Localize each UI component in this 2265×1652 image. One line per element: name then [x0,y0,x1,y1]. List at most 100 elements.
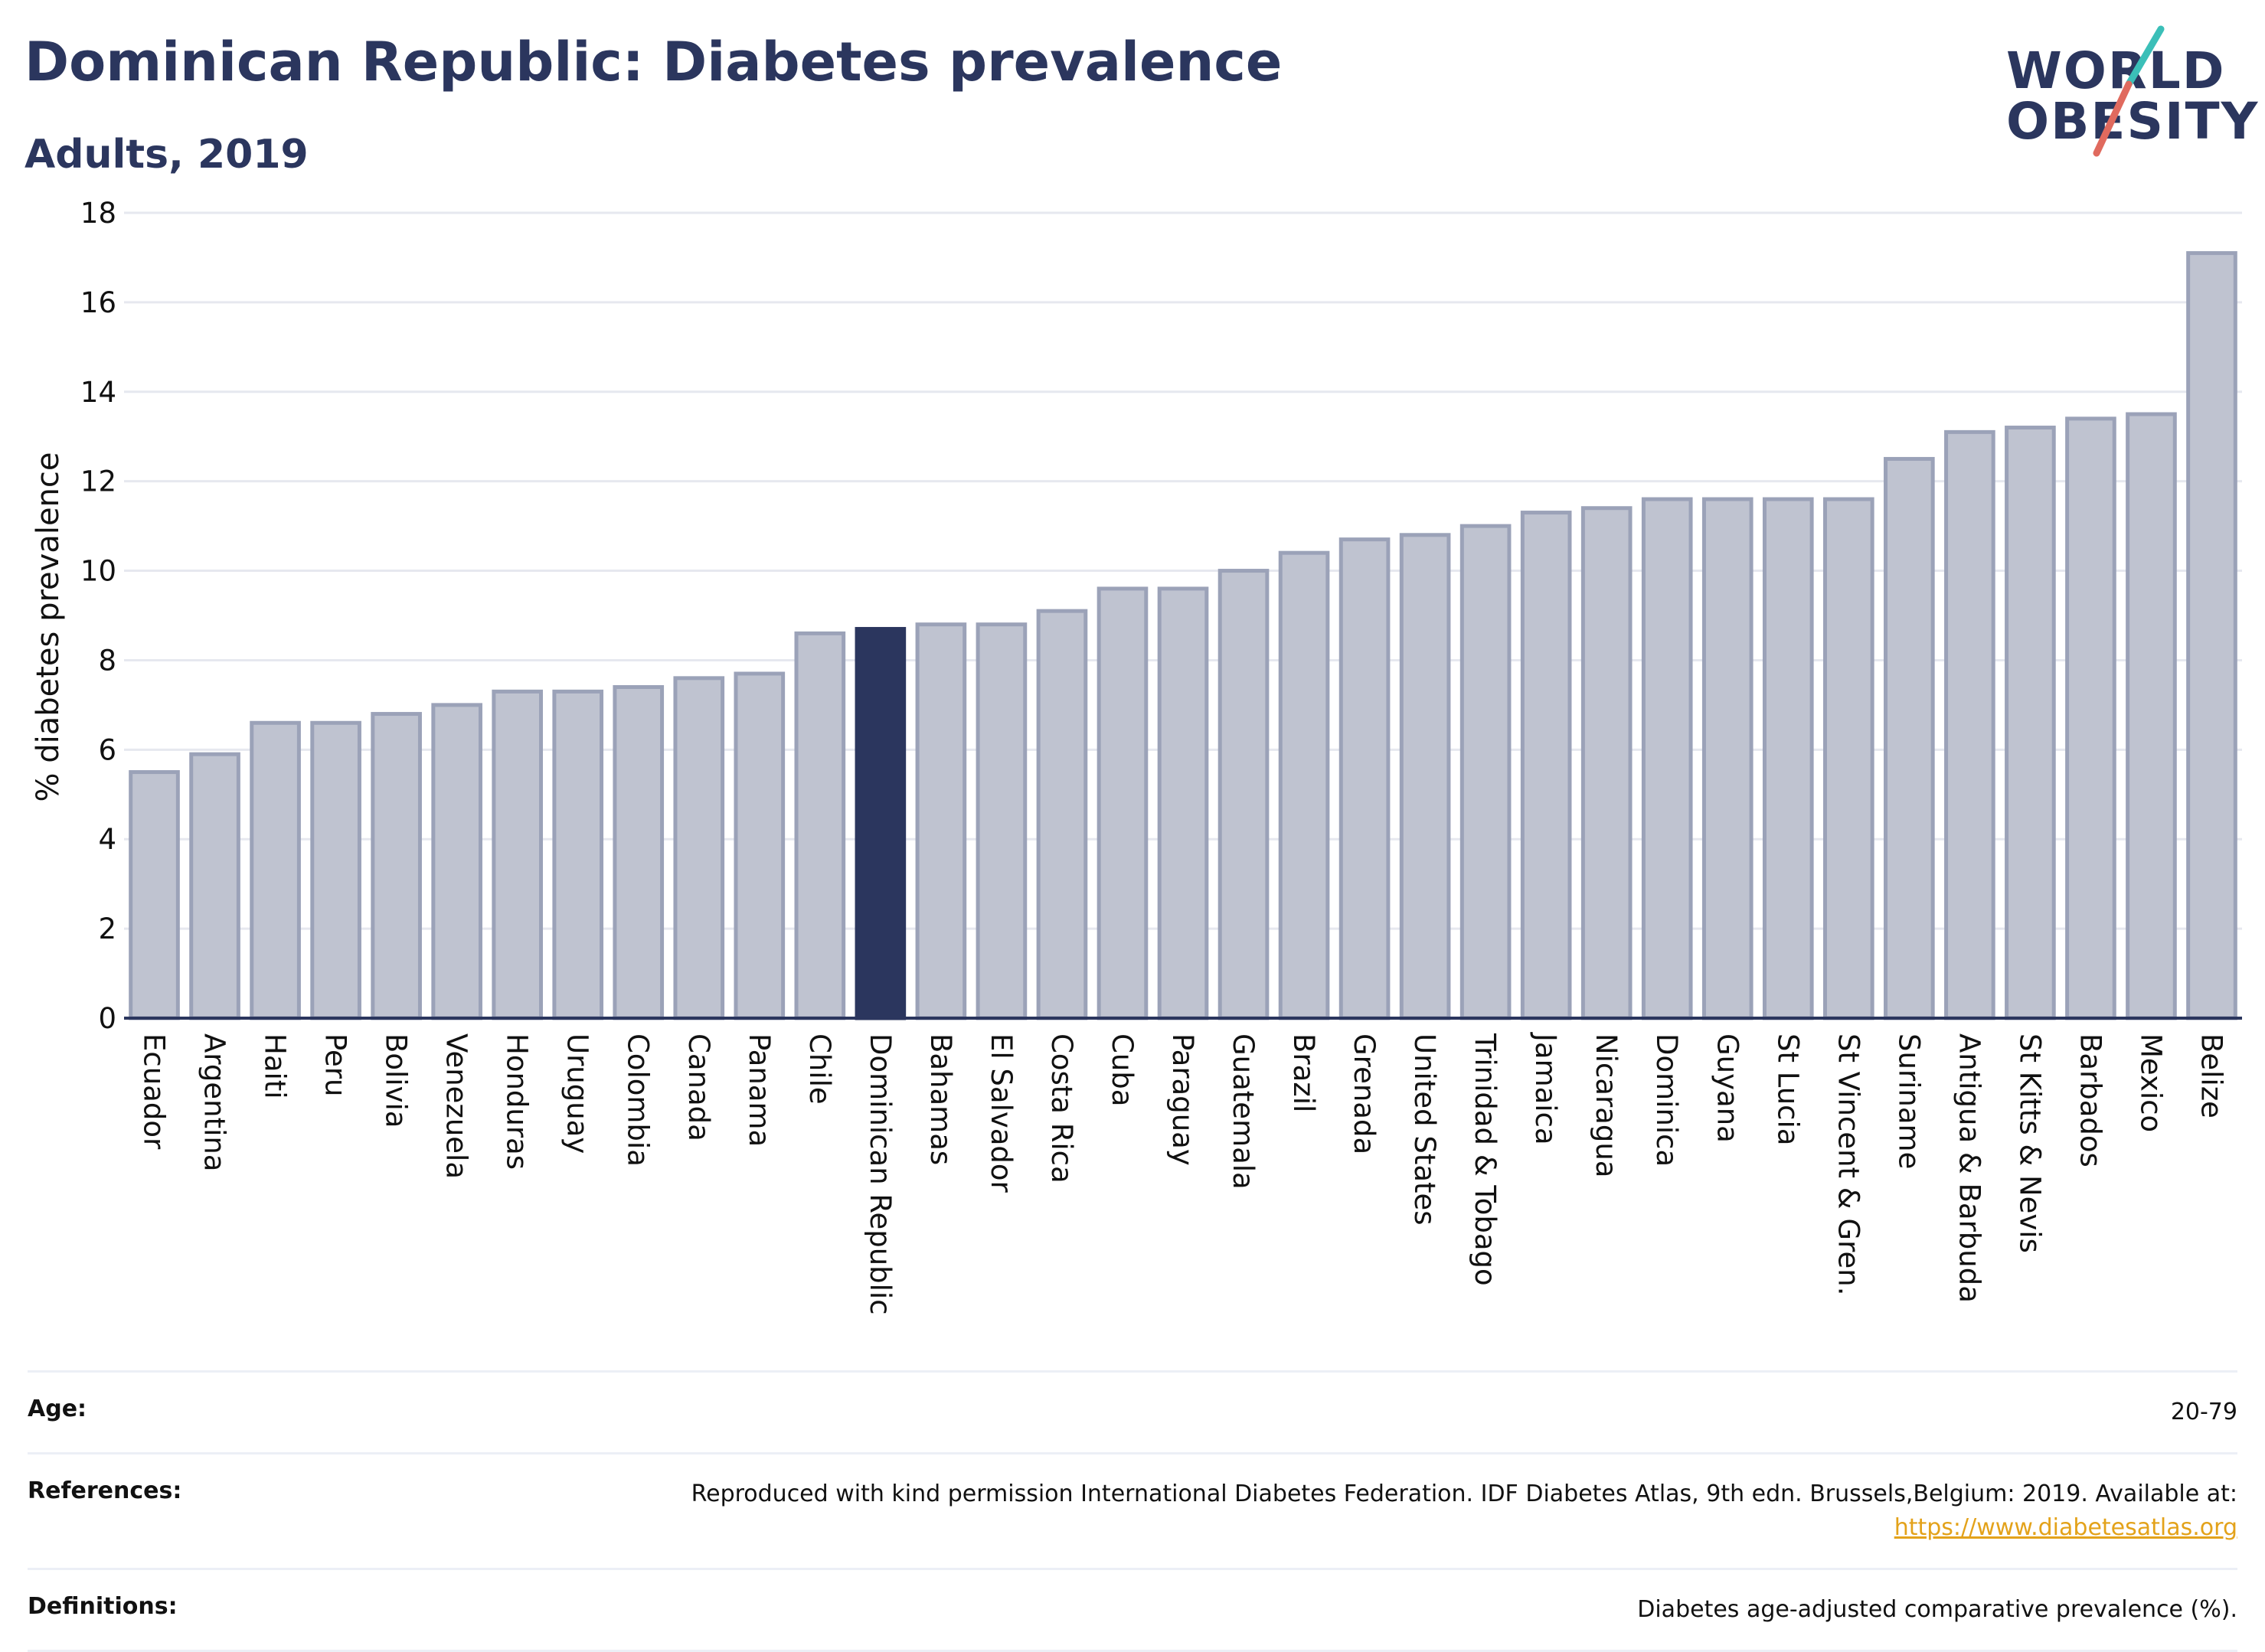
x-tick-label: St Lucia [1771,1033,1804,1145]
x-tick-label: Panama [743,1033,776,1147]
x-tick-label: Jamaica [1529,1032,1562,1145]
x-tick-label: Brazil [1287,1033,1320,1112]
bar-haiti [250,720,301,1020]
x-tick-label: Antigua & Barbuda [1953,1033,1986,1303]
bar-suriname [1884,456,1935,1020]
references-link[interactable]: https://www.diabetesatlas.org [1894,1514,2237,1541]
x-tick-label: Chile [803,1033,836,1105]
logo-slash-icon [2093,25,2165,157]
bar-dominican-republic [855,627,907,1020]
x-tick-label: St Kitts & Nevis [2013,1033,2046,1253]
x-tick-label: Venezuela [440,1033,473,1179]
page-subtitle: Adults, 2019 [25,132,309,178]
x-tick-label: Colombia [622,1033,655,1167]
bar-guyana [1701,497,1753,1020]
x-tick-label: Paraguay [1166,1033,1199,1166]
bar-chile [794,631,846,1020]
bar-uruguay [552,689,604,1020]
bar-belize [2186,251,2237,1020]
x-tick-label: Bolivia [380,1033,413,1128]
bar-paraguay [1157,586,1209,1020]
x-tick-label: Ecuador [138,1033,171,1150]
x-tick-label: Costa Rica [1045,1033,1078,1183]
bar-barbados [2065,416,2116,1020]
info-table: Age: 20-79 References: Reproduced with k… [28,1370,2237,1652]
x-tick-label: Dominican Republic [864,1033,897,1315]
bar-jamaica [1520,511,1572,1020]
y-tick-label: 14 [80,376,116,409]
x-tick-label: Suriname [1892,1033,1925,1169]
y-tick-label: 10 [80,555,116,588]
x-tick-label: Guatemala [1227,1033,1260,1190]
info-row-definitions: Definitions: Diabetes age-adjusted compa… [28,1568,2237,1652]
definitions-label: Definitions: [28,1593,178,1620]
x-tick-label: Grenada [1348,1033,1381,1154]
x-tick-label: Mexico [2134,1033,2167,1132]
y-tick-label: 6 [98,733,116,766]
bar-st-vincent-gren- [1822,497,1874,1020]
x-tick-label: St Vincent & Gren. [1832,1033,1865,1295]
x-tick-label: Peru [319,1033,352,1096]
x-tick-label: Honduras [501,1033,534,1170]
x-tick-label: El Salvador [985,1033,1018,1193]
bar-dominica [1641,497,1693,1020]
bar-mexico [2126,412,2177,1020]
x-tick-label: Trinidad & Tobago [1469,1033,1502,1286]
bar-panama [734,671,786,1020]
references-text: Reproduced with kind permission Internat… [691,1481,2237,1507]
x-tick-label: Uruguay [561,1033,594,1154]
y-tick-label: 2 [98,913,116,945]
bar-bahamas [915,622,967,1020]
bar-antigua-barbuda [1944,429,1995,1020]
bar-honduras [492,689,544,1020]
world-obesity-logo: WORLD OBESITY [1991,23,2257,161]
x-tick-label: Barbados [2074,1033,2106,1167]
y-axis-label: % diabetes prevalence [31,452,66,802]
y-tick-label: 16 [80,286,116,319]
y-tick-label: 18 [80,197,116,230]
page-title: Dominican Republic: Diabetes prevalence [25,31,1283,93]
bar-canada [673,676,725,1020]
bar-nicaragua [1580,506,1633,1020]
x-tick-label: United States [1408,1033,1441,1226]
x-tick-label: Haiti [259,1033,292,1099]
bar-colombia [613,685,665,1020]
x-tick-label: Bahamas [924,1033,957,1165]
bar-venezuela [431,703,482,1020]
bar-chart: 0 2 4 6 8 10 12 14 16 18 % diabetes prevalence Ecua… [31,197,2242,1315]
x-tick-label: Nicaragua [1590,1033,1623,1177]
y-tick-label: 12 [80,465,116,498]
bar-grenada [1338,537,1391,1020]
bar-st-lucia [1762,497,1814,1020]
info-row-references: References: Reproduced with kind permiss… [28,1452,2237,1568]
x-tick-label: Argentina [198,1033,231,1171]
bar-cuba [1097,586,1149,1020]
bar-united-states [1399,533,1451,1020]
bar-st-kitts-nevis [2005,426,2056,1020]
bar-argentina [189,752,240,1020]
x-tick-label: Guyana [1711,1033,1744,1143]
bar-ecuador [129,770,180,1020]
logo-text-world: WORLD [2006,41,2226,100]
references-label: References: [28,1477,182,1504]
bar-peru [310,720,361,1020]
references-value: Reproduced with kind permission Internat… [691,1477,2237,1545]
y-tick-label: 4 [98,823,116,856]
y-tick-label: 0 [98,1002,116,1035]
info-row-age: Age: 20-79 [28,1370,2237,1452]
bar-el-salvador [976,622,1028,1020]
y-tick-label: 8 [98,644,116,677]
logo-text-obesity: OBESITY [2006,92,2260,151]
x-tick-label: Canada [682,1033,715,1141]
bar-brazil [1278,550,1330,1020]
age-value: 20-79 [2170,1399,2237,1425]
x-tick-label: Cuba [1106,1033,1139,1106]
bar-guatemala [1217,569,1270,1020]
definitions-value: Diabetes age-adjusted comparative preval… [1637,1596,2237,1623]
x-tick-label: Belize [2195,1033,2227,1118]
bar-bolivia [371,712,422,1020]
bar-trinidad-tobago [1459,524,1512,1020]
bar-costa-rica [1036,609,1088,1020]
x-tick-label: Dominica [1650,1033,1683,1167]
age-label: Age: [28,1396,87,1422]
